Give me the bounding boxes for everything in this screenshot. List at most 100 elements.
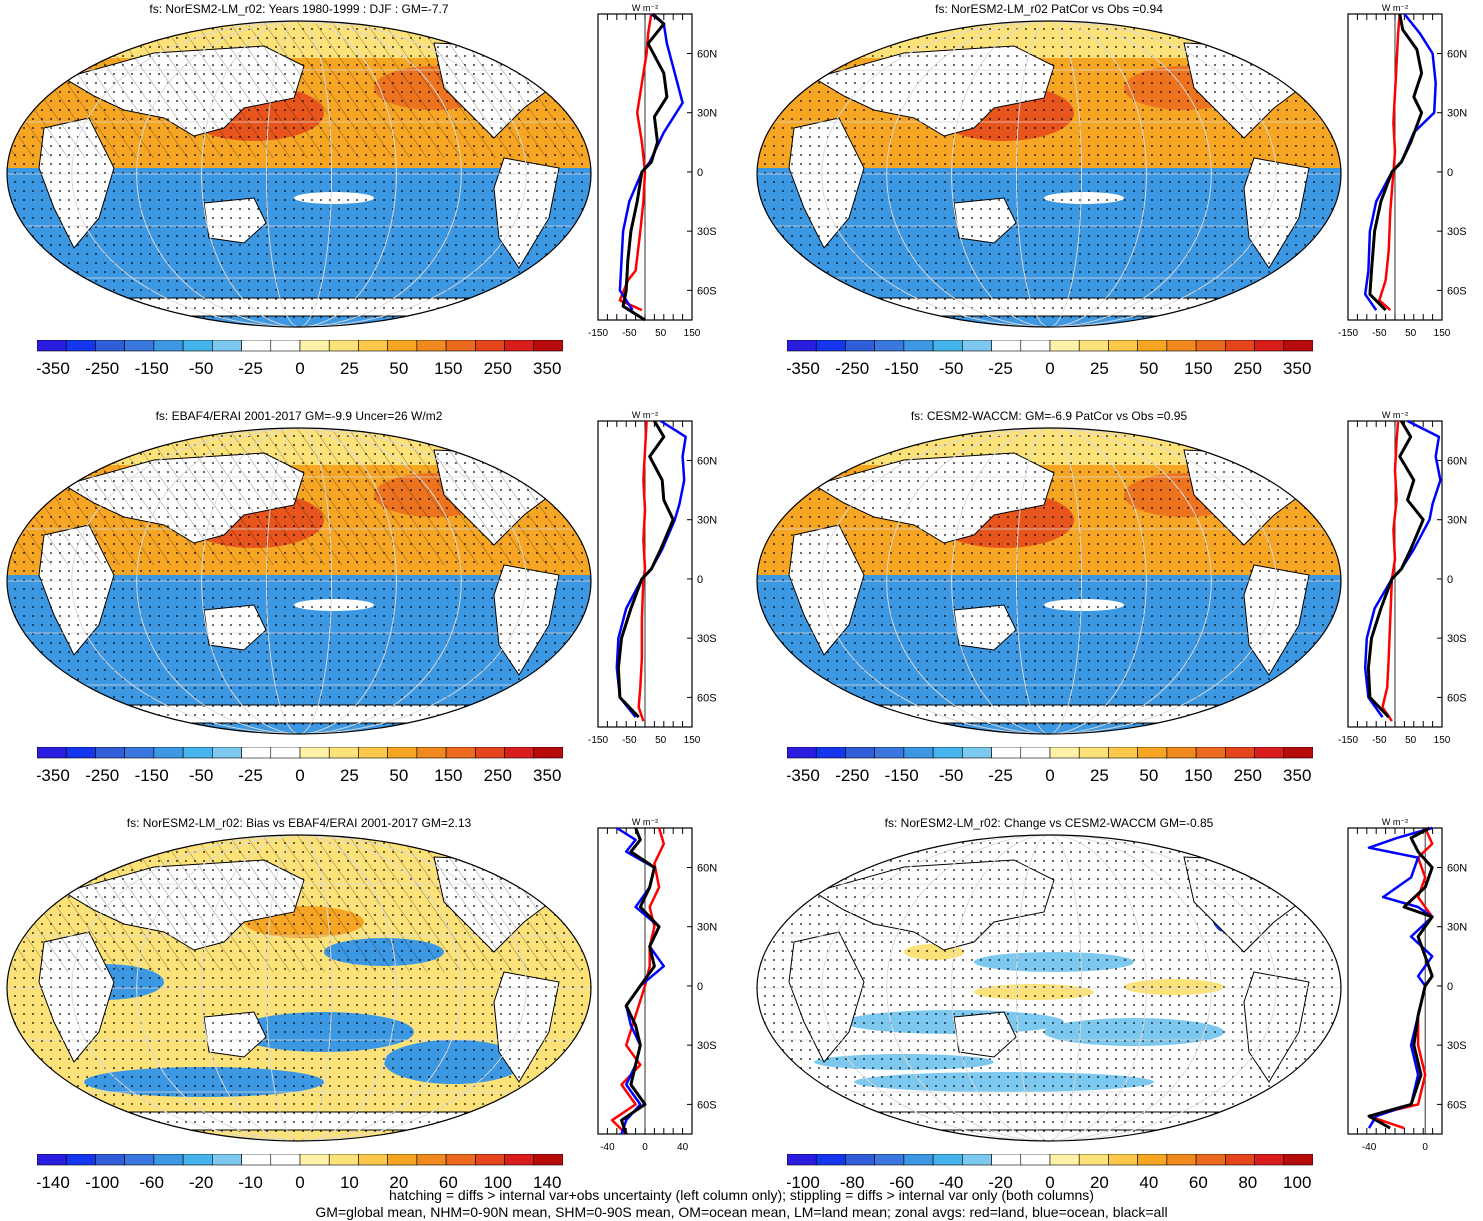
map-title: fs: NorESM2-LM_r02: Bias vs EBAF4/ERAI 2… (126, 816, 472, 830)
colorbar-swatch (65, 746, 96, 759)
colorbar-swatch (358, 746, 388, 759)
colorbar-swatch (1195, 1153, 1226, 1166)
hatching-overlay (7, 21, 591, 158)
colorbar-swatch (328, 1153, 359, 1166)
colorbar-swatch (845, 339, 875, 352)
colorbar-tick-label: -140 (37, 1173, 70, 1192)
y-tick-label: 60N (697, 862, 717, 874)
colorbar-swatch (991, 339, 1022, 352)
colorbar-swatch (533, 1153, 564, 1166)
colorbar-tick-label: -350 (37, 766, 70, 785)
colorbar-tick-label: 0 (1045, 359, 1054, 378)
colorbar-swatch (932, 339, 963, 352)
colorbar-tick-label: -25 (238, 359, 263, 378)
colorbar-tick-label: 50 (389, 359, 408, 378)
y-tick-label: 30N (697, 515, 717, 527)
colorbar-swatch (358, 1153, 388, 1166)
colorbar-swatch (1049, 746, 1080, 759)
colorbar-tick-label: 50 (389, 766, 408, 785)
colorbar-swatch (504, 339, 535, 352)
colorbar-swatch (1225, 746, 1255, 759)
colorbar-swatch (1225, 1153, 1255, 1166)
colorbar-tick-label: -50 (189, 766, 214, 785)
colorbar-swatch (416, 339, 447, 352)
colorbar-swatch (445, 339, 476, 352)
colorbar-swatch (1166, 339, 1197, 352)
colorbar-tick-label: 80 (1238, 1173, 1257, 1192)
colorbar-tick-label: -60 (139, 1173, 164, 1192)
colorbar-tick-label: 25 (1090, 359, 1109, 378)
zonal-units: W m⁻² (632, 3, 658, 13)
colorbar: -140 -100 -60 -20 -10 0 10 20 60 100 140 (36, 1153, 564, 1196)
x-tick-label: -40 (1362, 1142, 1377, 1153)
colorbar-swatch (153, 339, 184, 352)
colorbar-tick-label: -40 (939, 1173, 964, 1192)
zonal-units: W m⁻² (632, 410, 658, 420)
colorbar-swatch (932, 1153, 963, 1166)
colorbar-tick-label: 250 (484, 359, 512, 378)
colorbar-swatch (1049, 1153, 1080, 1166)
y-tick-label: 30N (1447, 922, 1467, 934)
x-tick-label: 150 (684, 328, 701, 339)
panel-3: fs: EBAF4/ERAI 2001-2017 GM=-9.9 Uncer=2… (4, 409, 744, 809)
zonal-series-land (610, 827, 666, 1135)
x-tick-label: 150 (684, 735, 701, 746)
colorbar-swatch (786, 1153, 817, 1166)
zonal-average-plot: W m⁻² 60N 30N 0 30S 60S -150 -50 50 150 (1332, 2, 1483, 358)
colorbar-tick-label: 20 (389, 1173, 408, 1192)
zonal-series-all (616, 420, 675, 719)
colorbar-tick-label: 20 (1090, 1173, 1109, 1192)
x-tick-label: 50 (1405, 735, 1417, 746)
x-tick-label: 150 (1434, 735, 1451, 746)
panel-6: fs: NorESM2-LM_r02: Change vs CESM2-WACC… (754, 816, 1483, 1216)
y-tick-label: 60N (697, 455, 717, 467)
colorbar-tick-label: -20 (189, 1173, 214, 1192)
colorbar-swatch (475, 339, 505, 352)
colorbar-swatch (874, 1153, 905, 1166)
colorbar-swatch (786, 339, 817, 352)
zonal-units: W m⁻² (1382, 3, 1408, 13)
zonal-units: W m⁻² (1382, 410, 1408, 420)
colorbar-swatch (95, 339, 125, 352)
x-tick-label: 150 (1434, 328, 1451, 339)
colorbar-swatch (182, 746, 213, 759)
colorbar-swatch (299, 1153, 330, 1166)
colorbar-tick-label: -60 (889, 1173, 914, 1192)
colorbar-swatch (991, 746, 1022, 759)
colorbar-swatch (182, 339, 213, 352)
colorbar-swatch (212, 339, 242, 352)
colorbar-swatch (475, 1153, 505, 1166)
colorbar-swatch (95, 1153, 125, 1166)
x-tick-label: -150 (1338, 735, 1358, 746)
colorbar-swatch (36, 339, 67, 352)
colorbar-tick-label: -150 (885, 766, 919, 785)
colorbar-tick-label: -350 (37, 359, 70, 378)
colorbar-tick-label: 350 (533, 359, 561, 378)
colorbar-swatch (1108, 1153, 1138, 1166)
colorbar-swatch (416, 746, 447, 759)
colorbar-swatch (36, 1153, 67, 1166)
y-tick-label: 60S (1447, 285, 1467, 297)
colorbar-swatch (962, 339, 992, 352)
colorbar-tick-label: -350 (787, 359, 820, 378)
y-tick-label: 0 (1447, 167, 1453, 179)
x-tick-label: -50 (1372, 328, 1387, 339)
y-tick-label: 30S (1447, 226, 1467, 238)
colorbar-swatch (1137, 746, 1168, 759)
colorbar-tick-label: 40 (1139, 1173, 1158, 1192)
colorbar-tick-label: 140 (533, 1173, 561, 1192)
y-tick-label: 60S (1447, 692, 1467, 704)
colorbar-swatch (1137, 339, 1168, 352)
x-tick-label: 0 (642, 1142, 648, 1153)
y-tick-label: 0 (697, 167, 703, 179)
colorbar-swatch (445, 746, 476, 759)
colorbar-tick-label: 150 (434, 766, 462, 785)
panel-5: fs: NorESM2-LM_r02: Bias vs EBAF4/ERAI 2… (4, 816, 744, 1216)
colorbar-swatch (241, 339, 272, 352)
zonal-series-all (621, 12, 669, 322)
colorbar-swatch (1195, 339, 1226, 352)
colorbar: -350 -250 -150 -50 -25 0 25 50 150 250 350 (36, 746, 564, 789)
colorbar-swatch (387, 746, 418, 759)
colorbar: -350 -250 -150 -50 -25 0 25 50 150 250 350 (786, 746, 1314, 789)
colorbar-swatch (845, 1153, 875, 1166)
